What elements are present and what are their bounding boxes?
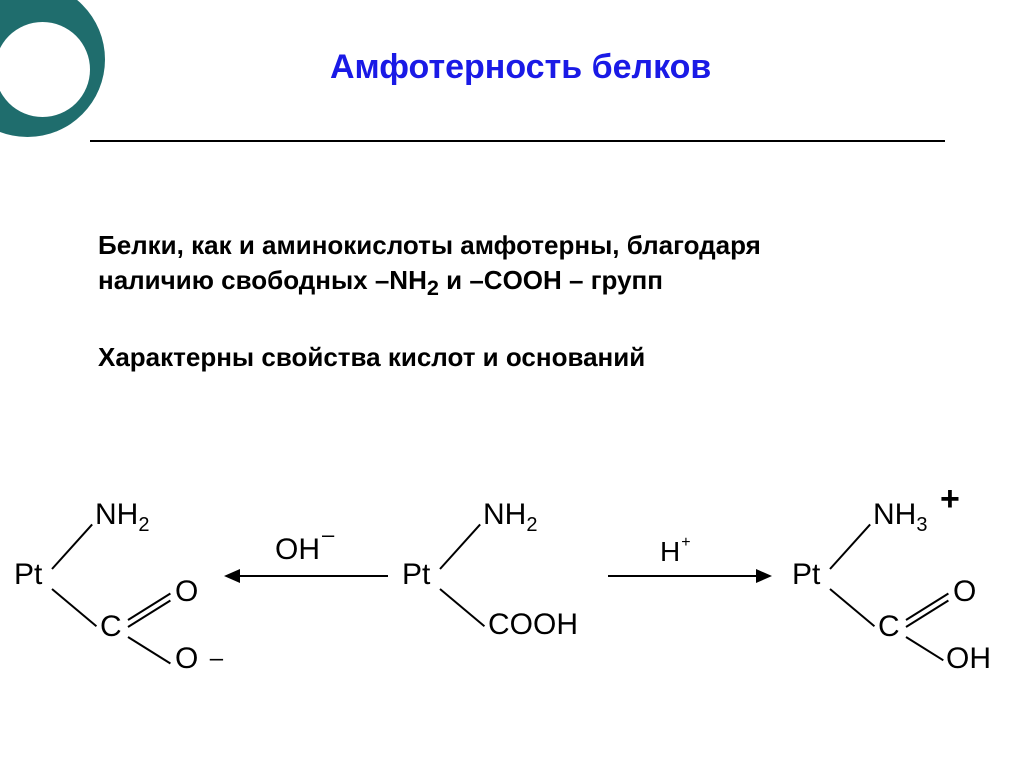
left-nh2-sub: 2 (138, 514, 149, 536)
left-arrow-oh-text: OH (275, 533, 320, 566)
intro-line2-a: наличию свободных –NH (98, 265, 427, 295)
left-nh2-label: NH2 (95, 498, 149, 537)
right-o-upper-label: O (953, 575, 976, 609)
left-o-minus-label: O – (175, 642, 220, 676)
left-arrow-oh-charge: – (322, 522, 334, 547)
center-nh2-text: NH (483, 498, 526, 531)
reaction-diagram: Pt NH2 C O O – OH– Pt NH2 COOH H+ Pt NH3… (0, 430, 1024, 700)
center-nh2-sub: 2 (526, 514, 537, 536)
right-bond-pt-c (829, 588, 875, 627)
left-bond-pt-c (51, 588, 97, 627)
right-arrow-head (756, 569, 772, 583)
right-arrow-line (608, 575, 758, 577)
right-c-label: C (878, 610, 900, 644)
center-bond-pt-nh2 (439, 524, 481, 570)
intro-line2-sub: 2 (427, 275, 439, 300)
right-bond-c-o-1 (905, 593, 948, 621)
right-arrow-h-charge: + (681, 534, 690, 551)
left-pt-label: Pt (14, 558, 42, 592)
right-nh3-sub: 3 (916, 514, 927, 536)
left-arrow-line (238, 575, 388, 577)
center-pt-label: Pt (402, 558, 430, 592)
left-bond-pt-nh2 (51, 524, 93, 570)
left-arrow-oh-label: OH– (275, 528, 332, 567)
right-nh3-plus: + (940, 480, 960, 519)
center-bond-pt-cooh (439, 588, 485, 627)
right-bond-c-oh (905, 636, 943, 661)
intro-paragraph: Белки, как и аминокислоты амфотерны, бла… (98, 228, 761, 303)
left-bond-c-ominus (127, 636, 170, 664)
intro-line2-b: и –COOH – групп (439, 265, 663, 295)
right-arrow-h-text: H (660, 536, 680, 567)
page-title: Амфотерность белков (330, 48, 711, 87)
left-o-upper-label: O (175, 575, 198, 609)
right-bond-pt-nh3 (829, 524, 871, 570)
right-oh-label: OH (946, 642, 991, 676)
left-arrow-head (224, 569, 240, 583)
left-bond-c-o-1 (127, 593, 170, 621)
center-nh2-label: NH2 (483, 498, 537, 537)
left-c-label: C (100, 610, 122, 644)
right-nh3-text: NH (873, 498, 916, 531)
center-cooh-label: COOH (488, 608, 578, 642)
left-o-minus-charge: – (210, 645, 223, 672)
left-o-minus-o: O (175, 642, 198, 675)
left-nh2-text: NH (95, 498, 138, 531)
right-arrow-h-label: H+ (660, 536, 690, 568)
properties-paragraph: Характерны свойства кислот и оснований (98, 340, 645, 375)
horizontal-rule (90, 140, 945, 142)
right-pt-label: Pt (792, 558, 820, 592)
intro-line2: наличию свободных –NH2 и –COOH – групп (98, 263, 761, 302)
intro-line1: Белки, как и аминокислоты амфотерны, бла… (98, 228, 761, 263)
right-nh3-label: NH3 (873, 498, 927, 537)
